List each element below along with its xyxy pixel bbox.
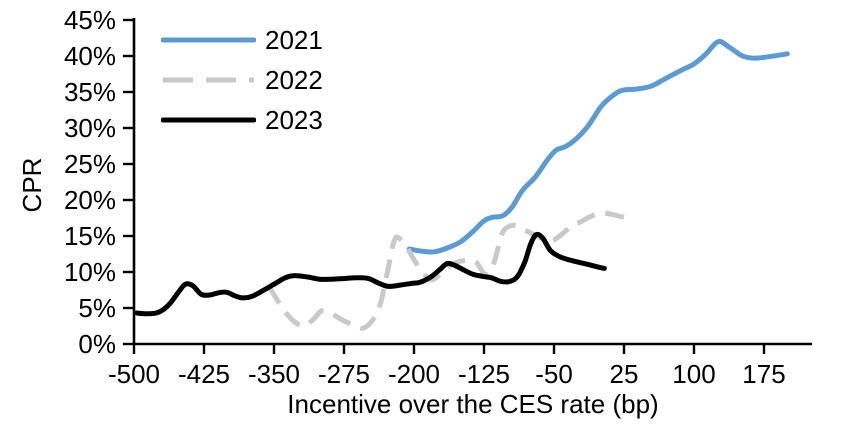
x-tick-label: -125: [458, 359, 510, 389]
y-tick-label: 15%: [64, 221, 116, 251]
y-tick-label: 25%: [64, 149, 116, 179]
legend-line-swatch-dashed-gray: [163, 77, 254, 83]
x-axis-title: Incentive over the CES rate (bp): [287, 389, 659, 419]
x-tick-label: 100: [672, 359, 715, 389]
y-axis-title: CPR: [17, 157, 47, 213]
legend-item-2021: 2021: [161, 20, 323, 60]
chart-legend: 2021 2022 2023: [161, 20, 323, 140]
x-tick-label: 25: [610, 359, 639, 389]
x-tick-label: -425: [178, 359, 230, 389]
legend-item-2023: 2023: [161, 100, 323, 140]
series-line-2023: [134, 231, 607, 317]
y-tick-label: 10%: [64, 257, 116, 287]
y-tick-label: 45%: [64, 5, 116, 35]
legend-label: 2021: [265, 25, 323, 55]
y-tick-label: 20%: [64, 185, 116, 215]
x-tick-label: -50: [535, 359, 573, 389]
y-tick-label: 0%: [78, 329, 116, 359]
x-tick-label: -500: [108, 359, 160, 389]
x-tick-label: 175: [742, 359, 785, 389]
legend-line-swatch-solid-blue: [161, 37, 256, 43]
series-line-2021: [406, 38, 790, 255]
legend-label: 2022: [265, 65, 323, 95]
y-tick-label: 35%: [64, 77, 116, 107]
x-tick-label: -275: [318, 359, 370, 389]
x-tick-label: -200: [388, 359, 440, 389]
x-tick-label: -350: [248, 359, 300, 389]
series-line-2022: [267, 210, 625, 331]
legend-label: 2023: [265, 105, 323, 135]
y-tick-label: 40%: [64, 41, 116, 71]
y-tick-label: 5%: [78, 293, 116, 323]
legend-item-2022: 2022: [161, 60, 323, 100]
y-tick-label: 30%: [64, 113, 116, 143]
legend-line-swatch-solid-black: [161, 117, 256, 123]
